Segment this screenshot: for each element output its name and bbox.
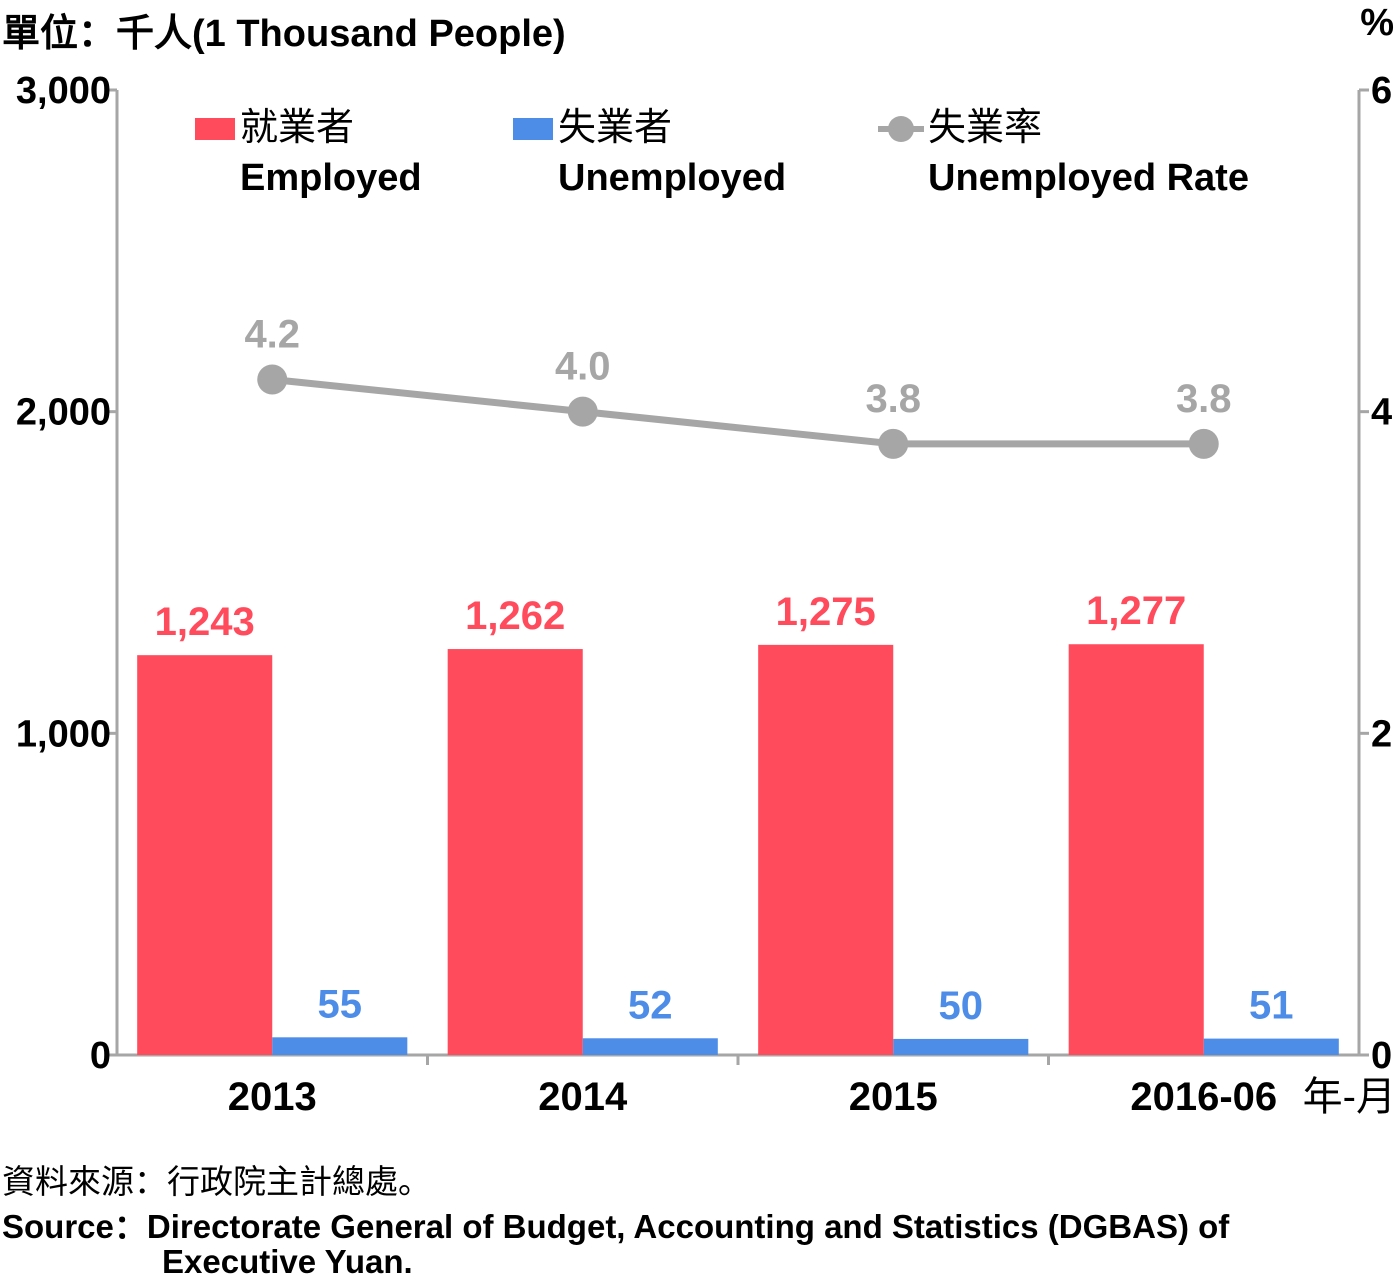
- x-axis-unit-label: 年-月: [1303, 1075, 1396, 1119]
- unemployed-rate-line: [271, 376, 1204, 448]
- x-tick-label: 2016-06: [1130, 1075, 1277, 1119]
- employed-bar-value-label: 1,262: [465, 594, 565, 638]
- unemployed-rate-value-label: 3.8: [865, 377, 921, 421]
- legend-swatch: [513, 118, 553, 140]
- right-y-tick-label: 0: [1371, 1035, 1392, 1077]
- left-y-tick-label: 2,000: [16, 392, 111, 434]
- x-tick-label: 2014: [538, 1075, 628, 1119]
- right-y-tick-label: 6: [1371, 70, 1392, 112]
- legend-label-en: Unemployed Rate: [928, 157, 1249, 199]
- unemployed-rate-value-label: 4.2: [244, 313, 300, 357]
- unemployed-rate-point: [257, 364, 288, 395]
- unemployed-bar-value-label: 55: [318, 982, 363, 1026]
- employed-bar: [758, 644, 894, 1055]
- legend-label-zh: 就業者: [240, 107, 354, 149]
- legend-swatch: [195, 118, 235, 140]
- right-axis-unit-label: %: [1360, 2, 1394, 44]
- left-axis-unit-label: 單位：千人(1 Thousand People): [2, 13, 566, 55]
- source-english-line-1: Source：Directorate General of Budget, Ac…: [2, 1208, 1230, 1245]
- unemployed-bar: [1203, 1038, 1339, 1055]
- unemployed-bar-value-label: 50: [939, 984, 984, 1028]
- source-english-line-2: Executive Yuan.: [162, 1243, 413, 1280]
- unemployed-rate-point: [1188, 428, 1219, 459]
- legend-swatch-marker: [888, 116, 914, 142]
- unemployed-bar-value-label: 51: [1249, 984, 1294, 1028]
- unemployed-rate-point: [567, 396, 598, 427]
- left-y-tick-label: 0: [90, 1035, 111, 1077]
- employed-bar-value-label: 1,275: [776, 590, 876, 634]
- source-chinese: 資料來源：行政院主計總處。: [2, 1163, 431, 1200]
- left-y-tick-label: 3,000: [16, 70, 111, 112]
- employed-bar-value-label: 1,277: [1086, 589, 1186, 633]
- unemployed-rate-value-label: 3.8: [1176, 377, 1232, 421]
- employed-bar: [447, 649, 583, 1055]
- employed-bar-value-label: 1,243: [155, 600, 255, 644]
- right-y-tick-label: 4: [1371, 392, 1392, 434]
- unemployed-rate-point: [878, 428, 909, 459]
- employed-bar: [1068, 644, 1204, 1055]
- employed-bar: [137, 655, 273, 1055]
- unemployed-bar: [893, 1038, 1029, 1055]
- legend-label-zh: 失業率: [928, 107, 1042, 149]
- legend-label-en: Unemployed: [558, 157, 786, 199]
- chart: 0 1,000 2,000 3,000 0 2 4 6 2013 2014 2015 2016-06 年…: [16, 70, 1396, 1119]
- right-y-tick-label: 2: [1371, 713, 1392, 755]
- left-y-tick-label: 1,000: [16, 713, 111, 755]
- unemployed-rate-value-label: 4.0: [555, 345, 611, 389]
- x-tick-label: 2013: [228, 1075, 317, 1119]
- x-tick-label: 2015: [849, 1075, 938, 1119]
- unemployed-bar: [582, 1038, 718, 1055]
- legend-label-zh: 失業者: [558, 107, 672, 149]
- unemployed-bar-value-label: 52: [628, 983, 673, 1027]
- legend-label-en: Employed: [240, 157, 422, 199]
- unemployed-bar: [272, 1037, 408, 1055]
